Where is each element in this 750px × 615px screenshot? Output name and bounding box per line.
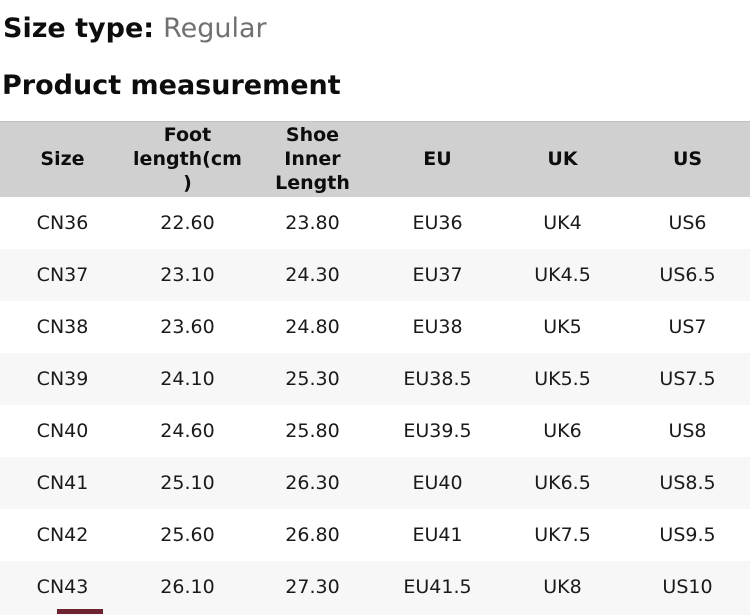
size-type-label: Size type: [3,13,155,44]
table-cell: 25.10 [160,472,215,495]
table-cell: EU38.5 [403,368,472,391]
table-cell: US8.5 [659,472,716,495]
table-cell: 24.60 [160,420,215,443]
table-row: CN38 23.60 24.80 EU38 UK5 US7 [0,301,750,353]
table-cell: US10 [662,576,713,599]
table-cell: EU39.5 [403,420,472,443]
table-cell: 26.80 [285,524,340,547]
column-header: Shoe Inner Length [250,121,375,198]
table-cell: 25.60 [160,524,215,547]
table-cell: UK6.5 [534,472,591,495]
table-cell: 27.30 [285,576,340,599]
table-cell: US7.5 [659,368,716,391]
table-cell: UK5 [543,316,582,339]
table-cell: US7 [668,316,707,339]
table-cell: CN41 [36,472,89,495]
table-cell: 24.30 [285,264,340,287]
table-cell: UK4 [543,212,582,235]
table-cell: EU38 [412,316,463,339]
size-type-line: Size type: Regular [0,0,750,44]
table-cell: 26.10 [160,576,215,599]
table-row: CN42 25.60 26.80 EU41 UK7.5 US9.5 [0,509,750,561]
table-cell: US8 [668,420,707,443]
table-row: CN43 26.10 27.30 EU41.5 UK8 US10 [0,561,750,614]
column-header: Size [0,121,125,198]
size-type-value: Regular [163,13,267,44]
table-cell: 24.10 [160,368,215,391]
table-row: CN40 24.60 25.80 EU39.5 UK6 US8 [0,405,750,457]
table-cell: EU40 [412,472,463,495]
measurement-table: Size Foot length(cm ) Shoe Inner Length EU U… [0,121,750,614]
column-header: Foot length(cm ) [125,121,250,198]
table-cell: 25.30 [285,368,340,391]
table-cell: UK4.5 [534,264,591,287]
table-cell: CN36 [36,212,89,235]
table-cell: EU36 [412,212,463,235]
table-cell: 26.30 [285,472,340,495]
column-header: EU [375,121,500,198]
table-cell: CN38 [36,316,89,339]
section-title: Product measurement [2,70,341,102]
table-cell: UK5.5 [534,368,591,391]
table-cell: 23.60 [160,316,215,339]
table-cell: CN43 [36,576,89,599]
table-cell: 23.80 [285,212,340,235]
table-row: CN39 24.10 25.30 EU38.5 UK5.5 US7.5 [0,353,750,406]
table-cell: US6 [668,212,707,235]
table-cell: CN39 [36,368,89,391]
table-cell: CN42 [36,524,89,547]
table-cell: 24.80 [285,316,340,339]
table-cell: CN37 [36,264,89,287]
table-cell: EU41 [412,524,463,547]
table-cell: EU41.5 [403,576,472,599]
table-cell: UK6 [543,420,582,443]
table-cell: 23.10 [160,264,215,287]
cutoff-element-peek [57,609,103,614]
table-body: CN36 22.60 23.80 EU36 UK4 US6 CN37 23.10 24.30 EU… [0,197,750,614]
header-row: Size Foot length(cm ) Shoe Inner Length EU U… [0,121,750,198]
table-cell: UK7.5 [534,524,591,547]
table-cell: 22.60 [160,212,215,235]
table-row: CN36 22.60 23.80 EU36 UK4 US6 [0,197,750,249]
table-cell: US9.5 [659,524,716,547]
table-head: Size Foot length(cm ) Shoe Inner Length EU U… [0,121,750,198]
table-cell: 25.80 [285,420,340,443]
table-cell: US6.5 [659,264,716,287]
table-cell: EU37 [412,264,463,287]
table-cell: UK8 [543,576,582,599]
column-header: US [625,121,750,198]
column-header: UK [500,121,625,198]
table-cell: CN40 [36,420,89,443]
table-row: CN37 23.10 24.30 EU37 UK4.5 US6.5 [0,249,750,302]
table-row: CN41 25.10 26.30 EU40 UK6.5 US8.5 [0,457,750,510]
